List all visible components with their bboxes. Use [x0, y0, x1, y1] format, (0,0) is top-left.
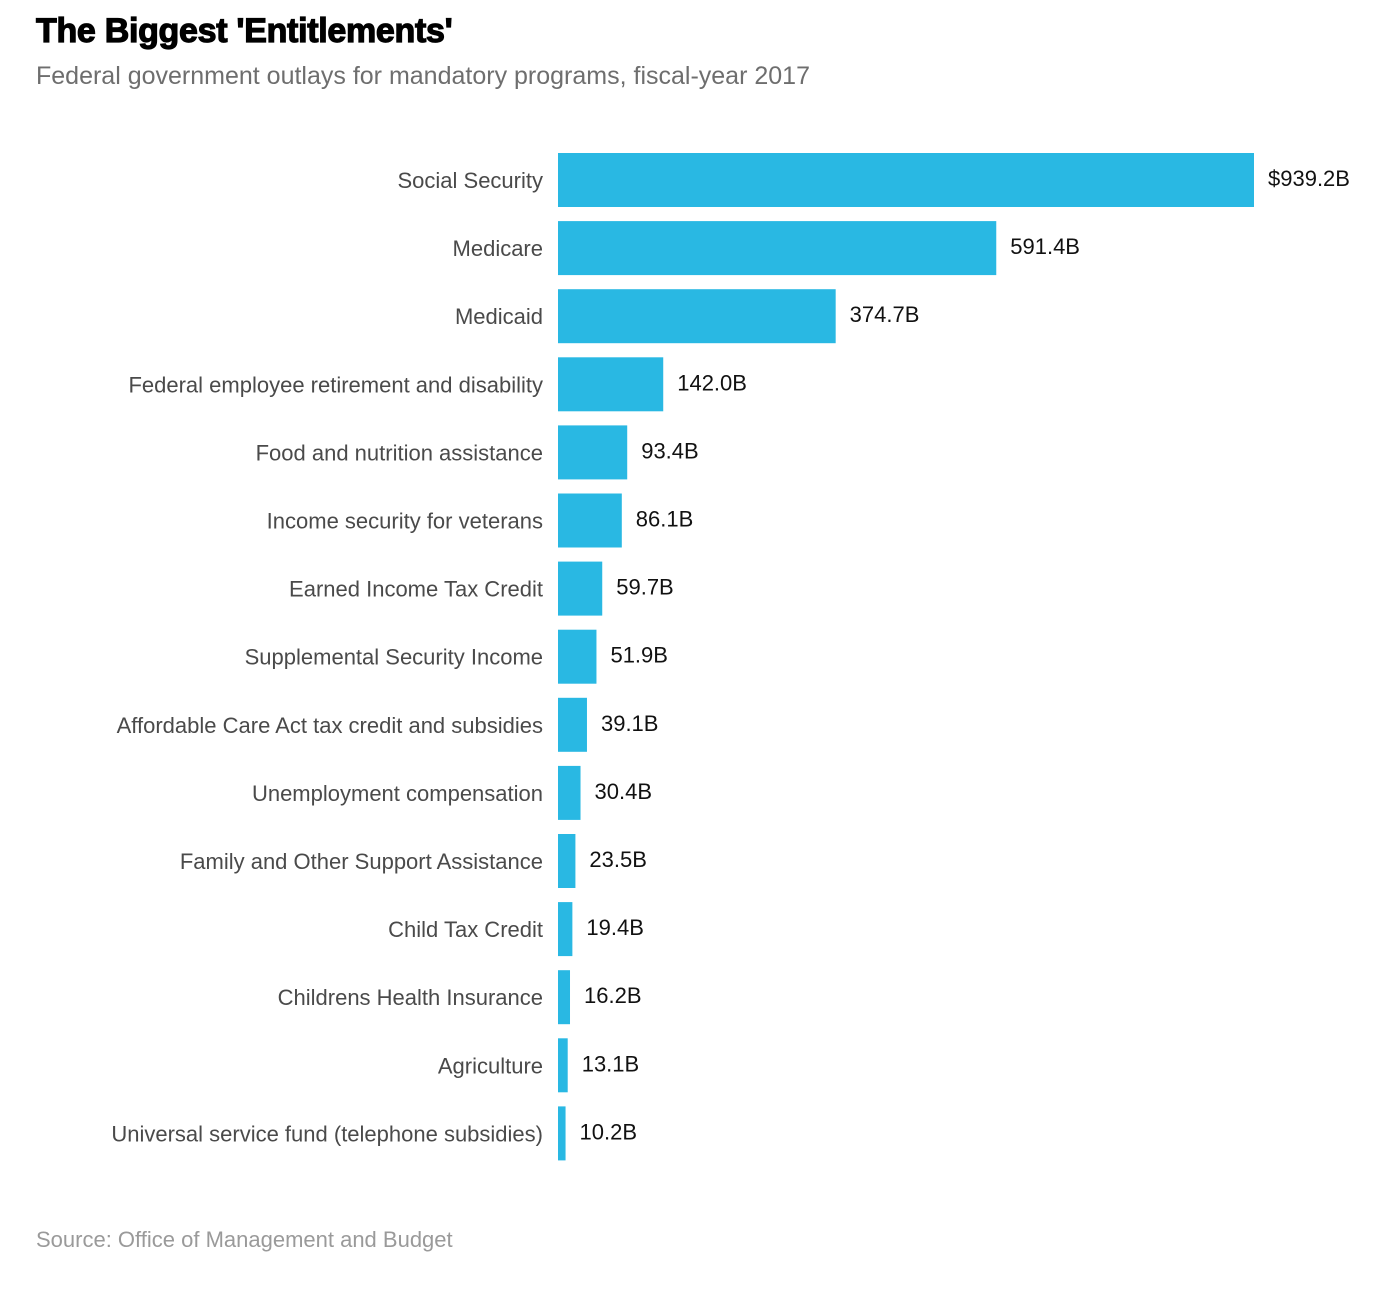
value-label: 86.1B: [636, 507, 694, 532]
category-label: Social Security: [397, 168, 543, 193]
bar-row: Federal employee retirement and disabili…: [128, 357, 747, 412]
bar: [558, 221, 997, 276]
bar-row: Child Tax Credit 19.4B: [388, 902, 644, 957]
value-label: 93.4B: [641, 438, 699, 463]
bar-row: Universal service fund (telephone subsid…: [111, 1106, 638, 1161]
value-label: 10.2B: [580, 1119, 638, 1144]
category-label: Supplemental Security Income: [245, 645, 543, 670]
category-label: Earned Income Tax Credit: [289, 577, 543, 602]
bar: [558, 970, 571, 1025]
bar-row: Unemployment compensation 30.4B: [252, 765, 653, 820]
bar-row: Food and nutrition assistance 93.4B: [256, 425, 699, 480]
bar-row: Supplemental Security Income 51.9B: [245, 629, 668, 684]
bar-row: Affordable Care Act tax credit and subsi…: [117, 697, 659, 752]
bar: [558, 153, 1254, 207]
chart-subtitle: Federal government outlays for mandatory…: [36, 62, 810, 90]
value-label: 59.7B: [616, 575, 674, 600]
category-label: Family and Other Support Assistance: [180, 849, 543, 874]
bar-row: Medicaid 374.7B: [455, 289, 920, 344]
bar: [558, 1038, 568, 1093]
category-label: Child Tax Credit: [388, 917, 543, 942]
category-label: Medicaid: [455, 304, 543, 329]
bar: [558, 561, 603, 616]
bar-row: Agriculture 13.1B: [438, 1038, 640, 1093]
chart-title: The Biggest 'Entitlements': [35, 11, 453, 50]
bar: [558, 697, 587, 752]
bar-row: Income security for veterans 86.1B: [267, 493, 694, 548]
value-label: 16.2B: [584, 983, 642, 1008]
category-label: Agriculture: [438, 1053, 543, 1078]
bar: [558, 1106, 566, 1161]
value-label: 23.5B: [589, 847, 647, 872]
bar-row: Family and Other Support Assistance 23.5B: [180, 834, 647, 888]
bar: [558, 629, 597, 684]
bar: [558, 902, 573, 957]
bar-row: Social Security $939.2B: [397, 153, 1350, 207]
source-note: Source: Office of Management and Budget: [36, 1227, 453, 1252]
value-label: 51.9B: [610, 643, 668, 668]
category-label: Income security for veterans: [267, 509, 543, 534]
category-label: Universal service fund (telephone subsid…: [111, 1121, 543, 1146]
bar: [558, 357, 664, 412]
value-label: 142.0B: [677, 370, 747, 395]
category-label: Food and nutrition assistance: [256, 440, 543, 465]
value-label: 591.4B: [1010, 234, 1080, 259]
bar: [558, 493, 622, 548]
value-label: 39.1B: [601, 711, 659, 736]
value-label: 374.7B: [850, 302, 920, 327]
category-label: Childrens Health Insurance: [278, 985, 543, 1010]
bar: [558, 289, 836, 344]
bar-row: Medicare 591.4B: [453, 221, 1080, 276]
category-label: Affordable Care Act tax credit and subsi…: [117, 713, 543, 738]
category-label: Unemployment compensation: [252, 781, 543, 806]
bar: [558, 765, 581, 820]
value-label: 19.4B: [586, 915, 644, 940]
bar: [558, 834, 576, 888]
category-label: Medicare: [453, 236, 543, 261]
value-label: 30.4B: [595, 779, 653, 804]
bar-row: Childrens Health Insurance 16.2B: [278, 970, 642, 1025]
bar: [558, 425, 628, 480]
value-label: $939.2B: [1268, 166, 1350, 191]
category-label: Federal employee retirement and disabili…: [128, 372, 543, 397]
bar-row: Earned Income Tax Credit 59.7B: [289, 561, 674, 616]
value-label: 13.1B: [582, 1051, 640, 1076]
